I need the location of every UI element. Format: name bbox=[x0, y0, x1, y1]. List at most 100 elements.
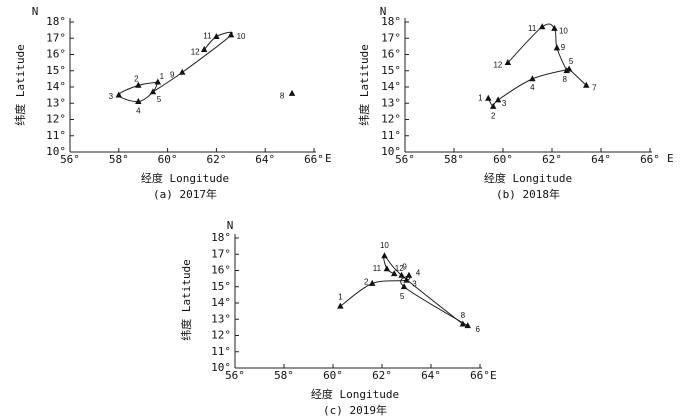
point-label: 3 bbox=[502, 99, 507, 108]
point-marker bbox=[563, 67, 570, 74]
y-tick-label: 13° bbox=[381, 96, 401, 109]
y-tick-label: 12° bbox=[46, 113, 66, 126]
point-label: 4 bbox=[416, 268, 421, 277]
point-label: 3 bbox=[109, 92, 114, 101]
x-axis-label: 经度 Longitude bbox=[484, 171, 572, 185]
point-label: 1 bbox=[338, 292, 343, 301]
y-tick-label: 11° bbox=[211, 345, 231, 358]
x-tick-label: 66° bbox=[304, 153, 324, 166]
point-marker bbox=[494, 96, 502, 103]
y-unit-label: N bbox=[32, 5, 39, 18]
x-tick-label: 60° bbox=[158, 153, 178, 166]
y-tick-label: 17° bbox=[211, 247, 231, 260]
point-label: 10 bbox=[380, 241, 389, 250]
point-marker bbox=[115, 91, 123, 98]
x-unit-label: E bbox=[667, 152, 674, 165]
point-label: 10 bbox=[559, 27, 568, 36]
x-tick-label: 60° bbox=[493, 153, 513, 166]
x-tick-label: 62° bbox=[542, 153, 562, 166]
point-marker bbox=[135, 98, 142, 104]
track-line bbox=[152, 31, 233, 93]
y-tick-label: 16° bbox=[381, 48, 401, 61]
point-label: 5 bbox=[157, 95, 162, 104]
x-axis-label: 经度 Longitude bbox=[311, 387, 399, 401]
y-tick-label: 10° bbox=[381, 145, 401, 158]
point-label: 12 bbox=[395, 264, 404, 273]
y-tick-label: 11° bbox=[381, 129, 401, 142]
point-marker bbox=[403, 276, 410, 283]
panel-caption: (c) 2019年 bbox=[323, 403, 387, 417]
point-marker bbox=[464, 322, 471, 329]
point-label: 2 bbox=[134, 74, 139, 83]
point-marker bbox=[583, 81, 590, 88]
y-tick-label: 10° bbox=[46, 145, 66, 158]
y-tick-label: 17° bbox=[381, 31, 401, 44]
point-label: 8 bbox=[461, 311, 466, 320]
point-label: 5 bbox=[569, 57, 574, 66]
x-tick-label: 62° bbox=[372, 369, 392, 382]
x-axis-label: 经度 Longitude bbox=[141, 171, 229, 185]
x-tick-label: 66° bbox=[640, 153, 660, 166]
y-axis-label: 纬度 Latitude bbox=[179, 259, 193, 341]
point-label: 10 bbox=[237, 32, 246, 41]
x-tick-label: 60° bbox=[323, 369, 343, 382]
panel-c: N E 经度 Longitude 纬度 Latitude (c) 2019年 1… bbox=[179, 219, 497, 417]
y-tick-label: 18° bbox=[46, 15, 66, 28]
x-tick-label: 64° bbox=[421, 369, 441, 382]
point-label: 4 bbox=[530, 83, 535, 92]
point-label: 5 bbox=[400, 292, 405, 301]
panel-a: N E 经度 Longitude 纬度 Latitude (a) 2017年 1… bbox=[13, 5, 332, 201]
point-marker bbox=[149, 88, 157, 95]
point-label: 12 bbox=[493, 61, 502, 70]
y-tick-label: 18° bbox=[211, 231, 231, 244]
point-marker bbox=[383, 265, 391, 272]
y-tick-label: 13° bbox=[211, 312, 231, 325]
point-marker bbox=[405, 271, 413, 278]
y-axis-label: 纬度 Latitude bbox=[13, 44, 27, 126]
panel-caption: (a) 2017年 bbox=[153, 187, 217, 201]
point-label: 2 bbox=[364, 278, 369, 287]
y-tick-label: 16° bbox=[46, 48, 66, 61]
y-tick-label: 15° bbox=[46, 64, 66, 77]
point-marker bbox=[400, 283, 408, 290]
point-label: 11 bbox=[373, 264, 382, 273]
y-tick-label: 10° bbox=[211, 361, 231, 374]
y-unit-label: N bbox=[227, 219, 234, 232]
point-marker bbox=[154, 78, 162, 85]
point-marker bbox=[213, 33, 220, 39]
y-tick-label: 15° bbox=[211, 280, 231, 293]
point-marker bbox=[135, 81, 142, 88]
x-tick-label: 58° bbox=[444, 153, 464, 166]
x-unit-label: E bbox=[490, 369, 497, 382]
panel-caption: (b) 2018年 bbox=[496, 187, 560, 201]
x-tick-label: 56° bbox=[395, 153, 415, 166]
y-tick-label: 14° bbox=[381, 80, 401, 93]
x-tick-label: 58° bbox=[274, 369, 294, 382]
x-tick-label: 66° bbox=[470, 369, 490, 382]
point-label: 4 bbox=[136, 107, 141, 116]
point-label: 7 bbox=[592, 83, 597, 92]
point-label: 1 bbox=[478, 93, 483, 102]
y-tick-label: 14° bbox=[211, 296, 231, 309]
point-marker bbox=[398, 271, 405, 278]
point-label: 11 bbox=[528, 24, 537, 33]
point-label: 12 bbox=[191, 48, 200, 57]
y-tick-label: 15° bbox=[381, 64, 401, 77]
point-label: 1 bbox=[160, 72, 165, 81]
panel-b: N E 经度 Longitude 纬度 Latitude (b) 2018年 1… bbox=[357, 5, 674, 201]
point-marker bbox=[200, 46, 208, 52]
y-tick-label: 18° bbox=[381, 15, 401, 28]
point-marker bbox=[288, 89, 296, 96]
point-marker bbox=[489, 102, 497, 109]
y-tick-label: 12° bbox=[211, 329, 231, 342]
point-label: 9 bbox=[561, 43, 566, 52]
point-label: 6 bbox=[476, 325, 481, 334]
x-tick-label: 64° bbox=[591, 153, 611, 166]
point-marker bbox=[553, 44, 561, 51]
x-tick-label: 64° bbox=[255, 153, 275, 166]
x-tick-label: 56° bbox=[60, 153, 80, 166]
y-axis-label: 纬度 Latitude bbox=[357, 44, 371, 126]
x-tick-label: 56° bbox=[225, 369, 245, 382]
y-tick-label: 12° bbox=[381, 113, 401, 126]
point-label: 11 bbox=[203, 32, 212, 41]
